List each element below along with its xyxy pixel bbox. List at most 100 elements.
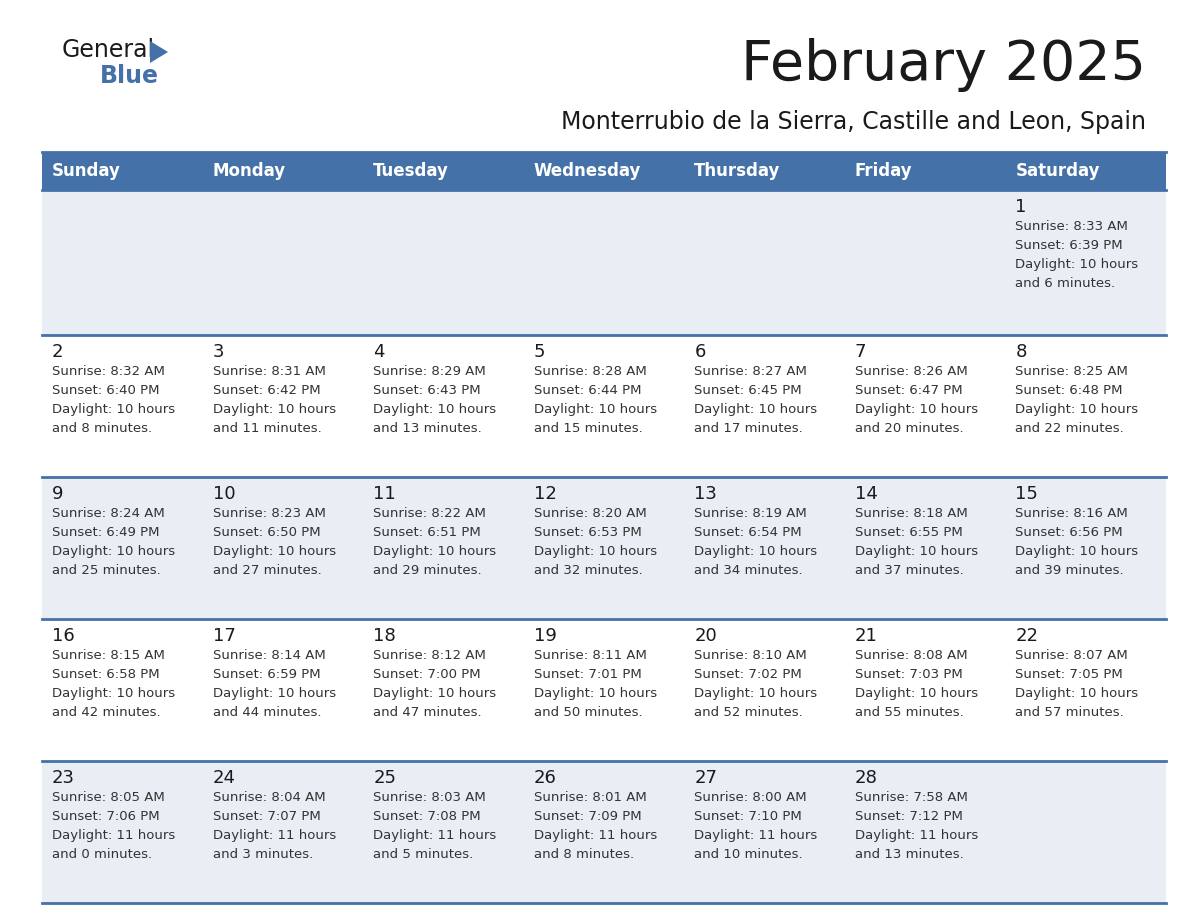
Text: Daylight: 11 hours: Daylight: 11 hours [52,829,176,842]
Text: Daylight: 10 hours: Daylight: 10 hours [52,545,175,558]
Text: 12: 12 [533,485,557,503]
Text: Daylight: 10 hours: Daylight: 10 hours [855,403,978,416]
Text: Daylight: 11 hours: Daylight: 11 hours [213,829,336,842]
Text: and 6 minutes.: and 6 minutes. [1016,277,1116,290]
Text: Sunrise: 8:33 AM: Sunrise: 8:33 AM [1016,220,1129,233]
Text: and 39 minutes.: and 39 minutes. [1016,564,1124,577]
Text: and 13 minutes.: and 13 minutes. [855,848,963,861]
Text: Sunset: 7:00 PM: Sunset: 7:00 PM [373,668,481,681]
Text: 19: 19 [533,627,557,645]
Text: Sunrise: 8:15 AM: Sunrise: 8:15 AM [52,649,165,662]
Text: Daylight: 10 hours: Daylight: 10 hours [1016,258,1138,271]
Text: Daylight: 10 hours: Daylight: 10 hours [1016,545,1138,558]
Text: Sunset: 7:09 PM: Sunset: 7:09 PM [533,810,642,823]
Text: General: General [62,38,156,62]
Text: Sunset: 6:44 PM: Sunset: 6:44 PM [533,384,642,397]
Text: Sunrise: 8:31 AM: Sunrise: 8:31 AM [213,365,326,378]
Text: Sunrise: 8:18 AM: Sunrise: 8:18 AM [855,507,967,520]
Text: Sunrise: 8:29 AM: Sunrise: 8:29 AM [373,365,486,378]
Text: Sunrise: 8:19 AM: Sunrise: 8:19 AM [694,507,807,520]
Text: Sunset: 7:10 PM: Sunset: 7:10 PM [694,810,802,823]
Text: and 8 minutes.: and 8 minutes. [533,848,634,861]
Text: Sunrise: 8:12 AM: Sunrise: 8:12 AM [373,649,486,662]
FancyBboxPatch shape [42,619,1165,761]
Text: 18: 18 [373,627,396,645]
Text: and 25 minutes.: and 25 minutes. [52,564,160,577]
Text: Daylight: 10 hours: Daylight: 10 hours [373,403,497,416]
Text: Sunset: 7:01 PM: Sunset: 7:01 PM [533,668,642,681]
Text: Daylight: 10 hours: Daylight: 10 hours [533,403,657,416]
Text: and 15 minutes.: and 15 minutes. [533,422,643,435]
Text: Sunset: 6:47 PM: Sunset: 6:47 PM [855,384,962,397]
Text: 6: 6 [694,343,706,361]
Text: Sunset: 6:45 PM: Sunset: 6:45 PM [694,384,802,397]
Text: Sunset: 6:39 PM: Sunset: 6:39 PM [1016,239,1123,252]
Text: 5: 5 [533,343,545,361]
Text: Sunrise: 8:25 AM: Sunrise: 8:25 AM [1016,365,1129,378]
Text: Daylight: 10 hours: Daylight: 10 hours [213,687,336,700]
Text: and 10 minutes.: and 10 minutes. [694,848,803,861]
Text: 25: 25 [373,769,396,787]
Text: Sunrise: 8:05 AM: Sunrise: 8:05 AM [52,791,165,804]
Text: 10: 10 [213,485,235,503]
Text: Daylight: 10 hours: Daylight: 10 hours [533,545,657,558]
Text: Sunrise: 8:26 AM: Sunrise: 8:26 AM [855,365,967,378]
Text: Daylight: 11 hours: Daylight: 11 hours [373,829,497,842]
Text: Monterrubio de la Sierra, Castille and Leon, Spain: Monterrubio de la Sierra, Castille and L… [561,110,1146,134]
Text: and 5 minutes.: and 5 minutes. [373,848,473,861]
Text: 24: 24 [213,769,235,787]
Text: Sunrise: 8:22 AM: Sunrise: 8:22 AM [373,507,486,520]
Text: 21: 21 [855,627,878,645]
Text: and 57 minutes.: and 57 minutes. [1016,706,1124,719]
Text: Daylight: 10 hours: Daylight: 10 hours [213,403,336,416]
Text: 9: 9 [52,485,63,503]
Text: Sunset: 6:56 PM: Sunset: 6:56 PM [1016,526,1123,539]
Text: Wednesday: Wednesday [533,162,642,180]
Text: and 44 minutes.: and 44 minutes. [213,706,321,719]
Text: Sunset: 6:50 PM: Sunset: 6:50 PM [213,526,321,539]
Text: and 32 minutes.: and 32 minutes. [533,564,643,577]
Text: and 52 minutes.: and 52 minutes. [694,706,803,719]
Text: Sunrise: 8:07 AM: Sunrise: 8:07 AM [1016,649,1129,662]
Text: Daylight: 10 hours: Daylight: 10 hours [694,687,817,700]
Text: and 13 minutes.: and 13 minutes. [373,422,482,435]
Text: and 22 minutes.: and 22 minutes. [1016,422,1124,435]
Text: Sunrise: 8:00 AM: Sunrise: 8:00 AM [694,791,807,804]
Text: Sunset: 6:53 PM: Sunset: 6:53 PM [533,526,642,539]
Text: 8: 8 [1016,343,1026,361]
Text: Daylight: 10 hours: Daylight: 10 hours [373,545,497,558]
Text: Sunrise: 8:28 AM: Sunrise: 8:28 AM [533,365,646,378]
Text: and 55 minutes.: and 55 minutes. [855,706,963,719]
Text: Daylight: 10 hours: Daylight: 10 hours [373,687,497,700]
Text: Sunrise: 8:16 AM: Sunrise: 8:16 AM [1016,507,1129,520]
Text: 13: 13 [694,485,718,503]
Text: Daylight: 10 hours: Daylight: 10 hours [855,545,978,558]
Text: and 47 minutes.: and 47 minutes. [373,706,482,719]
Text: 26: 26 [533,769,557,787]
Text: and 8 minutes.: and 8 minutes. [52,422,152,435]
Text: 15: 15 [1016,485,1038,503]
Text: Sunset: 7:07 PM: Sunset: 7:07 PM [213,810,321,823]
Text: Sunday: Sunday [52,162,121,180]
Text: Sunrise: 7:58 AM: Sunrise: 7:58 AM [855,791,968,804]
Text: 20: 20 [694,627,718,645]
Text: Thursday: Thursday [694,162,781,180]
Text: Sunset: 6:51 PM: Sunset: 6:51 PM [373,526,481,539]
Text: Sunrise: 8:03 AM: Sunrise: 8:03 AM [373,791,486,804]
Text: Sunrise: 8:27 AM: Sunrise: 8:27 AM [694,365,807,378]
Text: Sunset: 6:55 PM: Sunset: 6:55 PM [855,526,962,539]
Text: 11: 11 [373,485,396,503]
Text: Sunrise: 8:20 AM: Sunrise: 8:20 AM [533,507,646,520]
Text: Sunrise: 8:08 AM: Sunrise: 8:08 AM [855,649,967,662]
Text: 7: 7 [855,343,866,361]
Text: 28: 28 [855,769,878,787]
FancyBboxPatch shape [42,761,1165,903]
Text: and 3 minutes.: and 3 minutes. [213,848,312,861]
Text: Sunset: 6:49 PM: Sunset: 6:49 PM [52,526,159,539]
Text: Tuesday: Tuesday [373,162,449,180]
Text: 23: 23 [52,769,75,787]
Text: Sunrise: 8:32 AM: Sunrise: 8:32 AM [52,365,165,378]
Text: and 29 minutes.: and 29 minutes. [373,564,482,577]
Text: and 17 minutes.: and 17 minutes. [694,422,803,435]
Text: Daylight: 10 hours: Daylight: 10 hours [855,687,978,700]
